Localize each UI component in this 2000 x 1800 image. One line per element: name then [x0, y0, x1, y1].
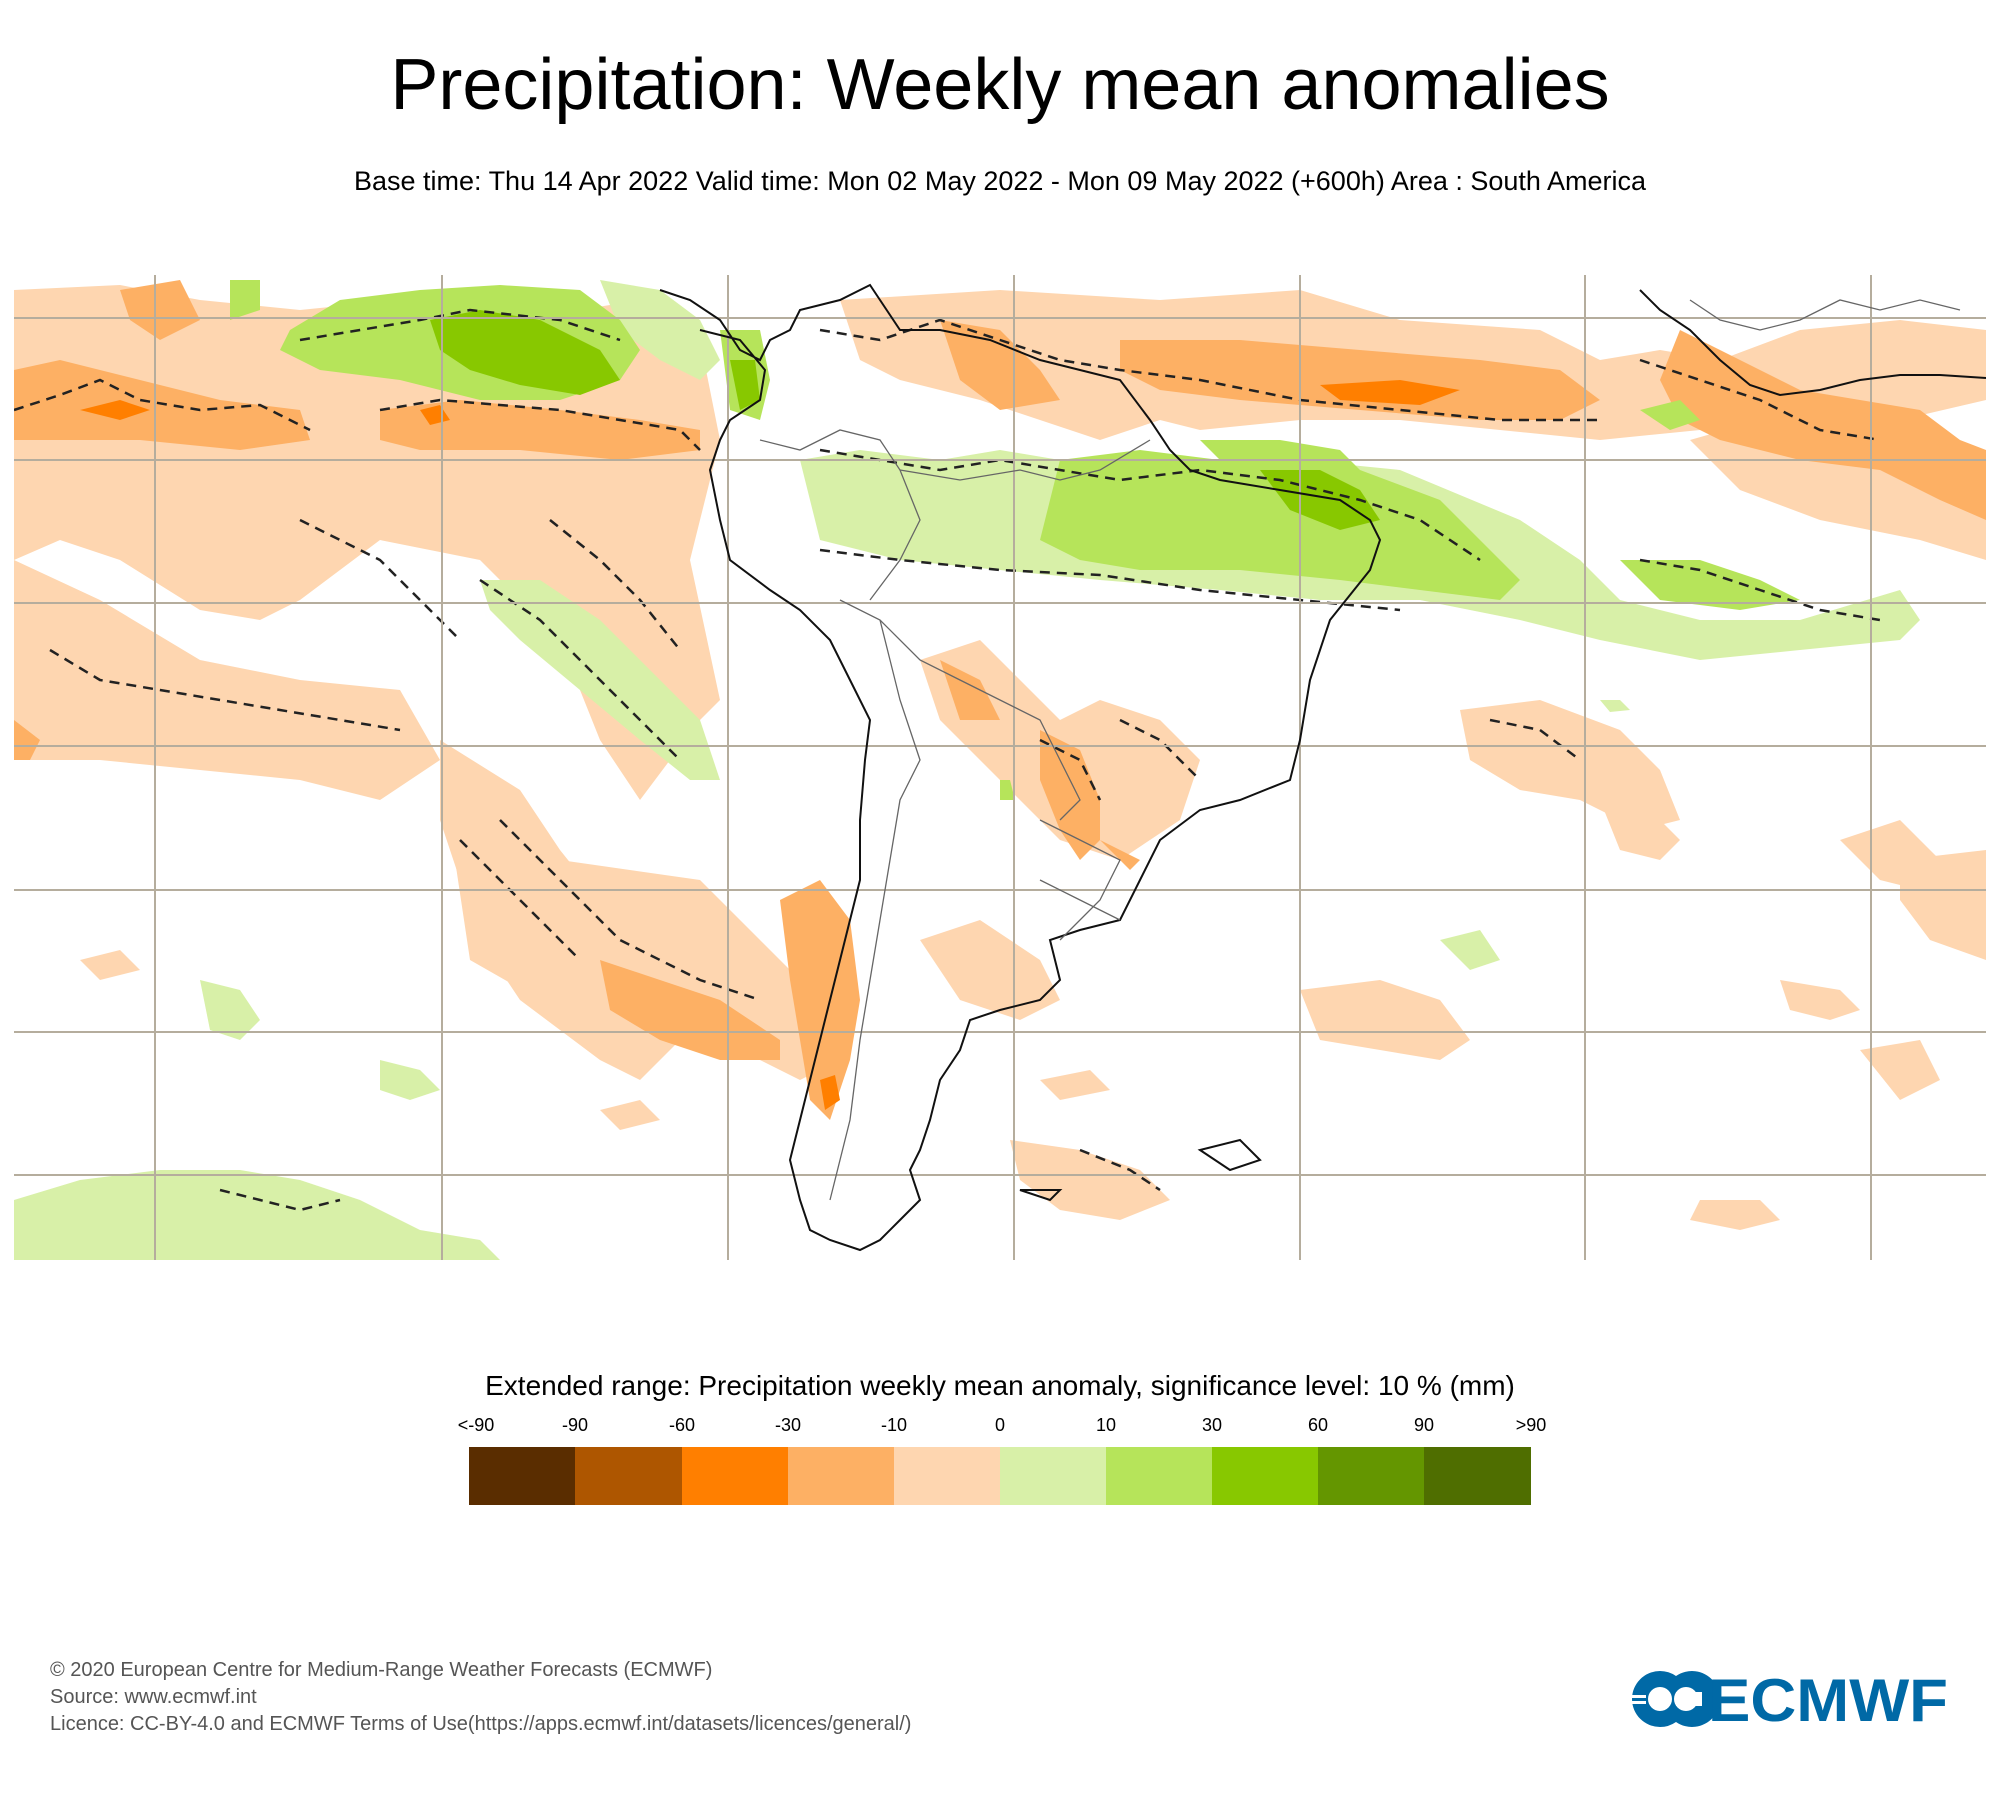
legend-swatch	[894, 1447, 1001, 1505]
chart-subtitle: Base time: Thu 14 Apr 2022 Valid time: M…	[354, 166, 1646, 196]
ecmwf-logo-text: ECMWF	[1708, 1668, 1948, 1730]
anomaly-fill-minus60-minus30	[80, 380, 1460, 1110]
legend-swatch	[682, 1447, 789, 1505]
legend-label: >90	[1515, 1415, 1547, 1435]
significance-contours	[14, 308, 1881, 1212]
legend-label: 0	[994, 1415, 1005, 1435]
anomaly-fields	[14, 280, 1986, 1260]
legend-swatch	[1000, 1447, 1107, 1505]
licence-text: Licence: CC-BY-4.0 and ECMWF Terms of Us…	[50, 1713, 912, 1735]
anomaly-fill-minus10-0	[14, 285, 1986, 1230]
legend-label: -10	[880, 1415, 907, 1435]
ecmwf-logo-icon	[1620, 1671, 1720, 1727]
legend-label: 60	[1307, 1415, 1329, 1435]
graticule	[14, 275, 1986, 1260]
legend-swatch	[1212, 1447, 1319, 1505]
legend-label: -90	[561, 1415, 588, 1435]
legend-swatch	[575, 1447, 683, 1505]
ecmwf-logo: ECMWF	[1620, 1668, 1948, 1730]
legend-label: <-90	[457, 1415, 495, 1435]
legend-label: 10	[1095, 1415, 1117, 1435]
source-text: Source: www.ecmwf.int	[50, 1686, 257, 1708]
africa-coastline	[1639, 289, 1986, 397]
legend-label: 90	[1413, 1415, 1435, 1435]
country-borders	[759, 299, 1961, 1201]
legend-label: -60	[668, 1415, 695, 1435]
legend-swatch	[1318, 1447, 1425, 1505]
legend-swatch	[469, 1447, 576, 1505]
legend-label: -30	[774, 1415, 801, 1435]
copyright-text: © 2020 European Centre for Medium-Range …	[50, 1659, 713, 1681]
legend-swatch	[1424, 1447, 1531, 1505]
legend-swatch	[788, 1447, 895, 1505]
coastline	[659, 283, 1382, 1252]
legend-title: Extended range: Precipitation weekly mea…	[485, 1370, 1515, 1401]
footer: © 2020 European Centre for Medium-Range …	[50, 1657, 911, 1738]
legend-swatch	[1106, 1447, 1213, 1505]
chart-title: Precipitation: Weekly mean anomalies	[390, 45, 1610, 125]
anomaly-fill-30-60	[430, 310, 1380, 530]
legend-label: 30	[1201, 1415, 1223, 1435]
